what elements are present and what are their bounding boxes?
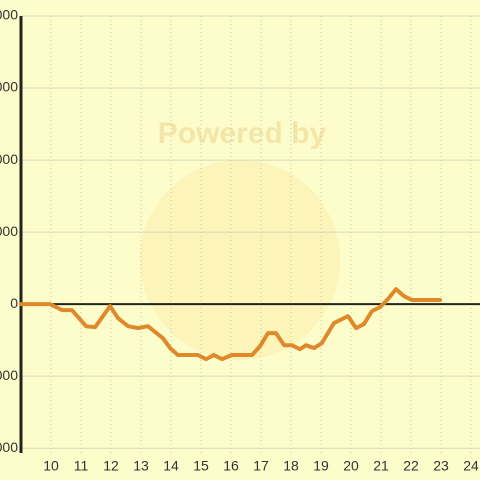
x-tick-label: 24 xyxy=(463,458,479,474)
x-tick-label: 19 xyxy=(313,458,329,474)
data-line xyxy=(19,287,443,362)
y-tick-label: 12,000 xyxy=(0,7,18,23)
x-tick-label: 20 xyxy=(343,458,359,474)
y-tick-label: 3,000 xyxy=(0,223,18,239)
y-tick-label: 6,000 xyxy=(0,151,18,167)
x-tick-label: 10 xyxy=(43,458,59,474)
x-tick-label: 18 xyxy=(283,458,299,474)
watermark: Powered by xyxy=(158,117,327,150)
watermark-logo xyxy=(140,160,340,360)
x-tick-label: 11 xyxy=(74,458,89,474)
x-tick-label: 14 xyxy=(163,458,179,474)
y-tick-label: 0 xyxy=(10,295,18,311)
x-tick-label: 15 xyxy=(193,458,209,474)
x-tick-label: 13 xyxy=(133,458,149,474)
x-tick-label: 21 xyxy=(373,458,389,474)
x-tick-label: 17 xyxy=(253,458,269,474)
x-tick-label: 16 xyxy=(223,458,239,474)
y-tick-label: -3,000 xyxy=(0,367,18,383)
y-tick-label: 9,000 xyxy=(0,79,18,95)
x-tick-label: 22 xyxy=(403,458,419,474)
y-tick-label: -6,000 xyxy=(0,439,18,455)
x-tick-label: 23 xyxy=(433,458,449,474)
x-tick-label: 12 xyxy=(103,458,119,474)
